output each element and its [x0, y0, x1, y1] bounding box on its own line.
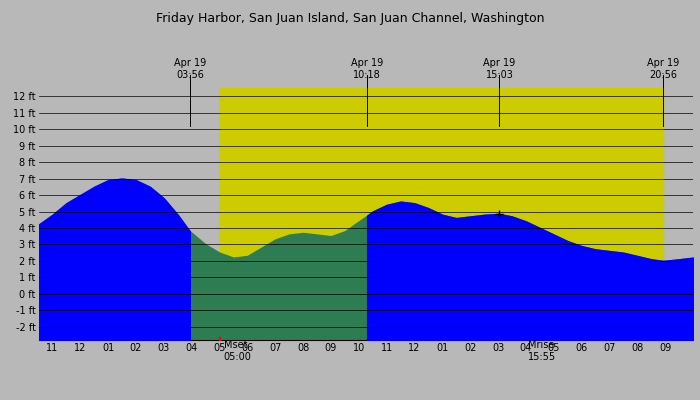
Text: Mrise
15:55: Mrise 15:55 [528, 340, 556, 362]
Text: Apr 19
15:03: Apr 19 15:03 [483, 58, 516, 80]
Text: Mset
05:00: Mset 05:00 [224, 340, 251, 362]
Text: Apr 19
20:56: Apr 19 20:56 [648, 58, 680, 80]
Text: Apr 19
03:56: Apr 19 03:56 [174, 58, 206, 80]
Text: Apr 19
10:18: Apr 19 10:18 [351, 58, 384, 80]
Bar [220, 88, 664, 340]
Text: Friday Harbor, San Juan Island, San Juan Channel, Washington: Friday Harbor, San Juan Island, San Juan… [155, 12, 545, 25]
